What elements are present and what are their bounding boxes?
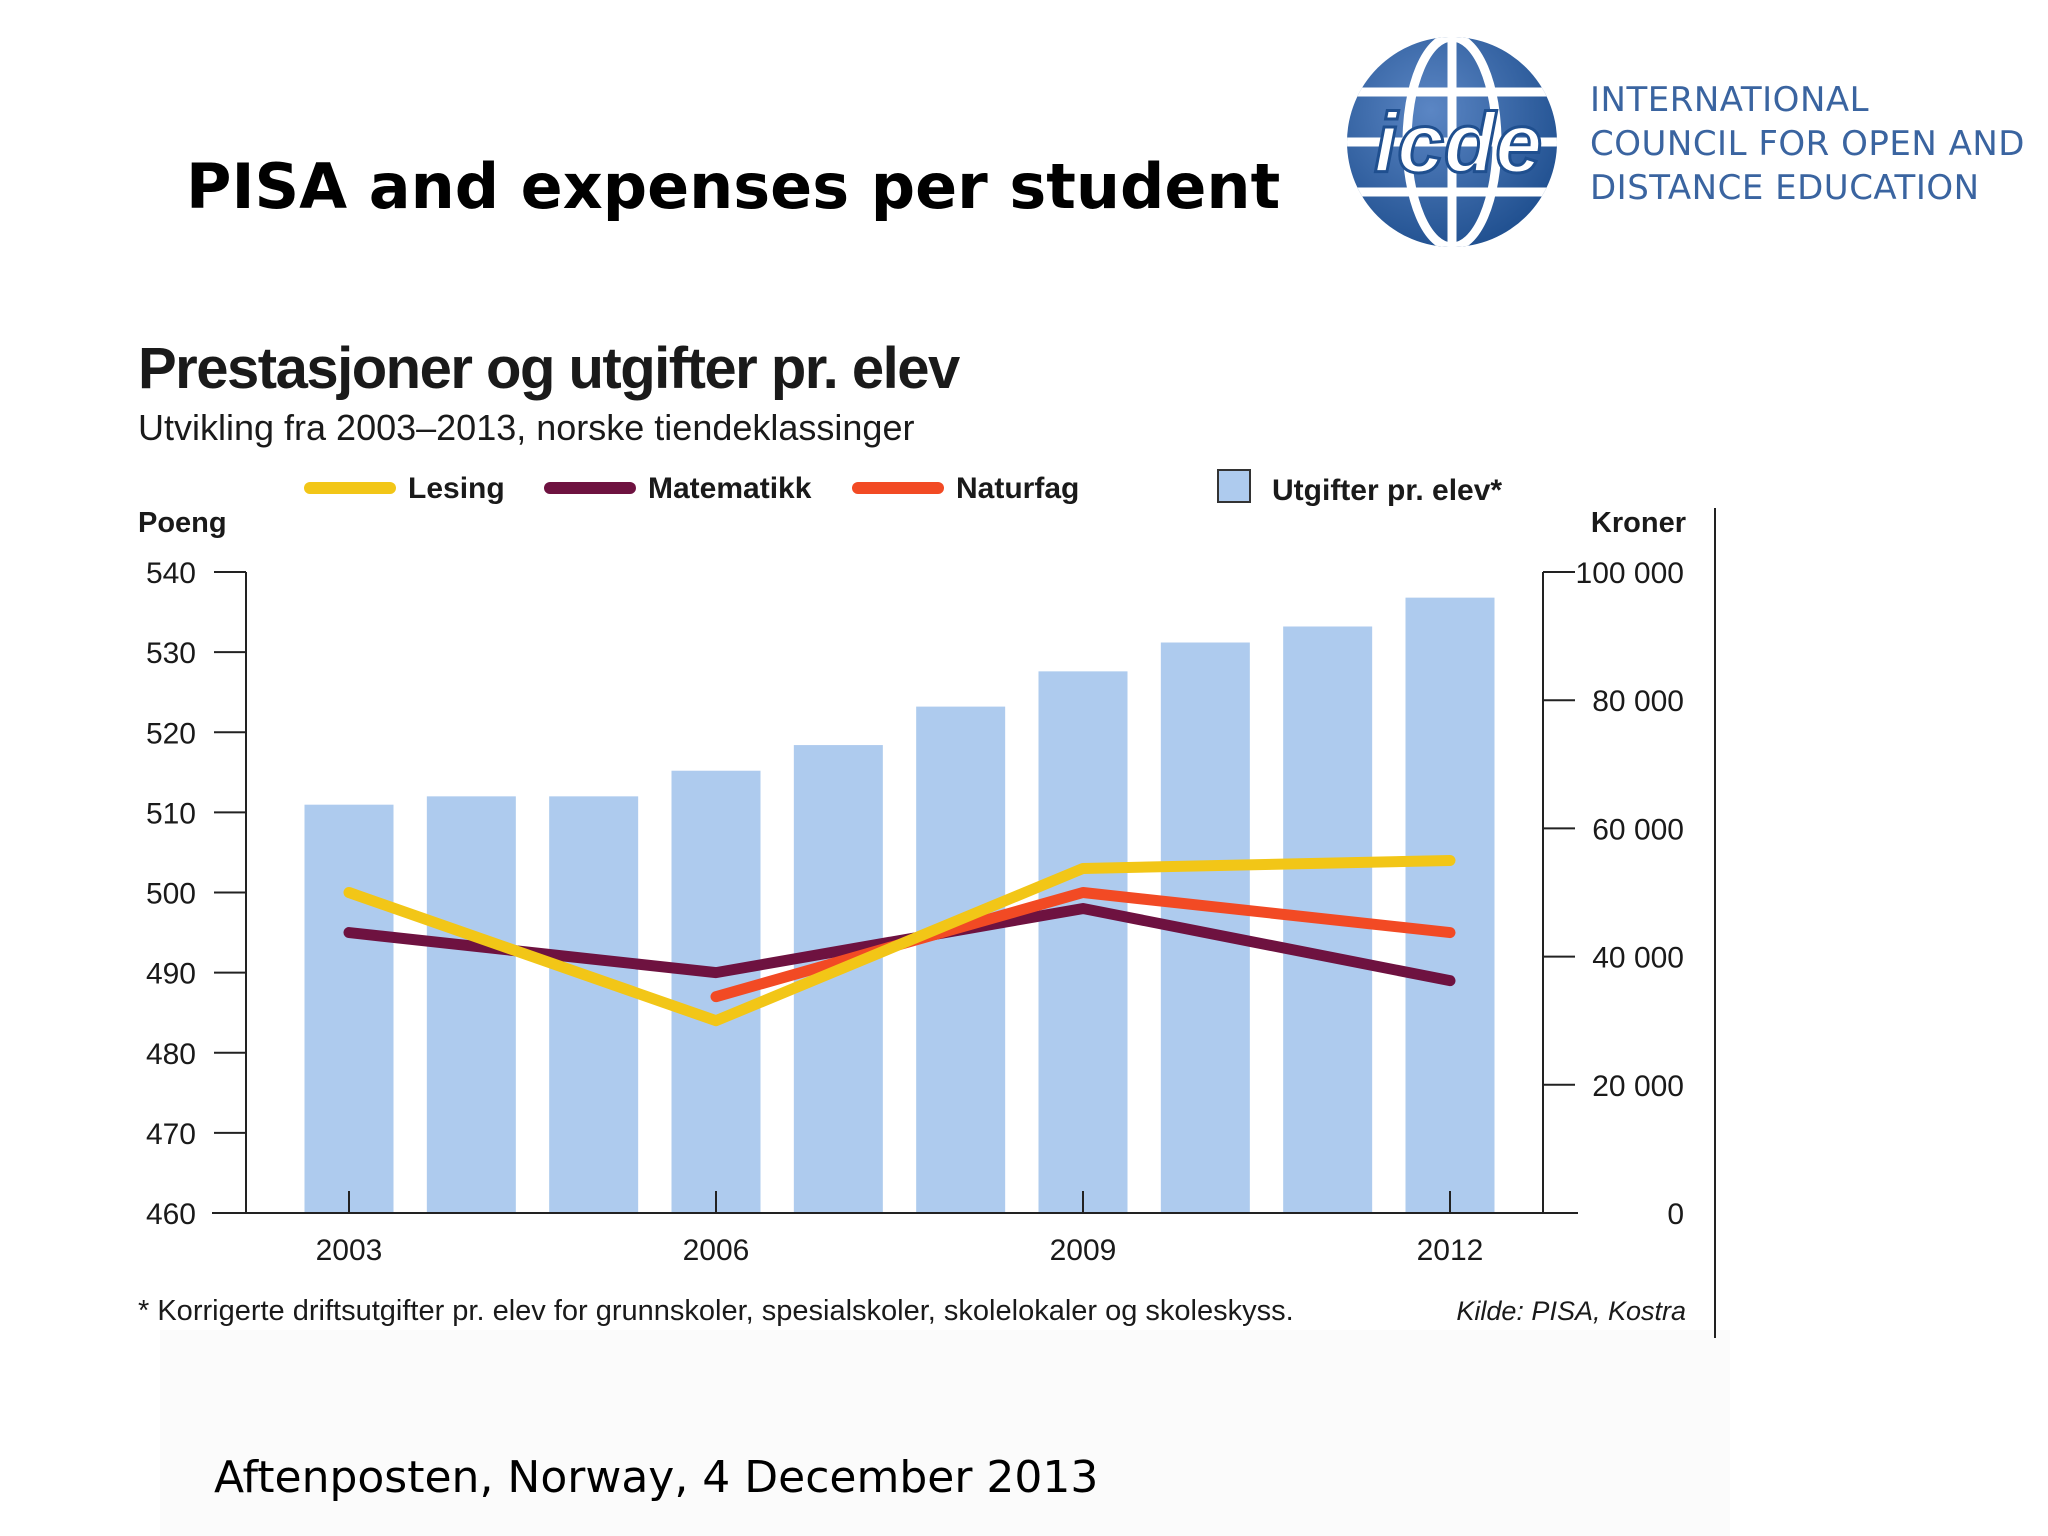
chart-bottom-panel bbox=[160, 1330, 1730, 1536]
point-matematikk-2012 bbox=[1448, 978, 1452, 983]
bar-2005 bbox=[549, 796, 639, 1213]
point-lesing-2009 bbox=[1081, 866, 1085, 871]
legend-label-matematikk: Matematikk bbox=[648, 472, 812, 505]
chart-source: Kilde: PISA, Kostra bbox=[1456, 1296, 1686, 1326]
chart-subtitle: Utvikling fra 2003–2013, norske tiendekl… bbox=[138, 407, 914, 448]
point-matematikk-2009 bbox=[1081, 906, 1085, 911]
xtick-label-2003: 2003 bbox=[316, 1234, 383, 1267]
ytick-label-left-520: 520 bbox=[146, 717, 196, 750]
ytick-label-right-20000: 20 000 bbox=[1592, 1070, 1684, 1103]
footer-caption: Aftenposten, Norway, 4 December 2013 bbox=[214, 1452, 1099, 1503]
point-naturfag-2006 bbox=[714, 994, 718, 999]
xtick-label-2012: 2012 bbox=[1417, 1234, 1484, 1267]
ytick-label-right-80000: 80 000 bbox=[1592, 685, 1684, 718]
xtick-label-2006: 2006 bbox=[683, 1234, 750, 1267]
bar-2008 bbox=[916, 706, 1006, 1213]
ytick-label-left-460: 460 bbox=[146, 1198, 196, 1231]
logo-line-3: DISTANCE EDUCATION bbox=[1590, 168, 1980, 208]
legend-swatch-utgifter bbox=[1217, 469, 1251, 503]
ytick-label-left-510: 510 bbox=[146, 797, 196, 830]
point-naturfag-2012 bbox=[1448, 930, 1452, 935]
point-naturfag-2009 bbox=[1081, 890, 1085, 895]
legend-label-naturfag: Naturfag bbox=[956, 472, 1079, 505]
bar-2012 bbox=[1405, 597, 1495, 1213]
legend: Lesing Matematikk Naturfag Utgifter pr. ele… bbox=[304, 469, 1502, 507]
ytick-label-left-500: 500 bbox=[146, 878, 196, 911]
bars-group bbox=[304, 597, 1495, 1213]
ytick-label-left-490: 490 bbox=[146, 958, 196, 991]
point-lesing-2006 bbox=[714, 1018, 718, 1023]
line-lesing bbox=[343, 854, 1456, 1027]
logo-line-1: INTERNATIONAL bbox=[1590, 80, 1870, 120]
bar-2009 bbox=[1038, 671, 1128, 1213]
bar-2004 bbox=[426, 796, 516, 1213]
chart-footnote: * Korrigerte driftsutgifter pr. elev for… bbox=[138, 1295, 1294, 1327]
ytick-label-right-100000: 100 000 bbox=[1576, 557, 1684, 590]
legend-label-lesing: Lesing bbox=[408, 472, 505, 505]
ytick-label-left-530: 530 bbox=[146, 637, 196, 670]
point-lesing-2003 bbox=[347, 890, 351, 895]
logo-line-2: COUNCIL FOR OPEN AND bbox=[1590, 124, 2025, 164]
ytick-label-left-540: 540 bbox=[146, 557, 196, 590]
point-lesing-2012 bbox=[1448, 858, 1452, 863]
icde-logo: icde INTERNATIONAL COUNCIL FOR OPEN AND … bbox=[1340, 30, 2030, 255]
point-matematikk-2003 bbox=[347, 930, 351, 935]
legend-label-utgifter: Utgifter pr. elev* bbox=[1272, 474, 1502, 507]
globe-icon: icde bbox=[1347, 37, 1557, 247]
slide-title: PISA and expenses per student bbox=[186, 150, 1281, 223]
point-matematikk-2006 bbox=[714, 970, 718, 975]
lines-group bbox=[343, 854, 1456, 1027]
ytick-label-right-60000: 60 000 bbox=[1592, 813, 1684, 846]
bar-2003 bbox=[304, 804, 394, 1213]
axes-group: 540 530 520 510 500 490 480 470 460 100 000 80 000… bbox=[146, 557, 1684, 1267]
chart-title: Prestasjoner og utgifter pr. elev bbox=[138, 336, 960, 401]
ytick-label-left-480: 480 bbox=[146, 1038, 196, 1071]
ytick-label-right-0: 0 bbox=[1667, 1198, 1684, 1231]
ytick-label-right-40000: 40 000 bbox=[1592, 942, 1684, 975]
xtick-label-2009: 2009 bbox=[1050, 1234, 1117, 1267]
ylabel-right: Kroner bbox=[1591, 507, 1686, 539]
ytick-label-left-470: 470 bbox=[146, 1118, 196, 1151]
ylabel-left: Poeng bbox=[138, 507, 227, 539]
logo-text: INTERNATIONAL COUNCIL FOR OPEN AND DISTA… bbox=[1590, 78, 2025, 210]
logo-mark: icde bbox=[1374, 96, 1542, 190]
